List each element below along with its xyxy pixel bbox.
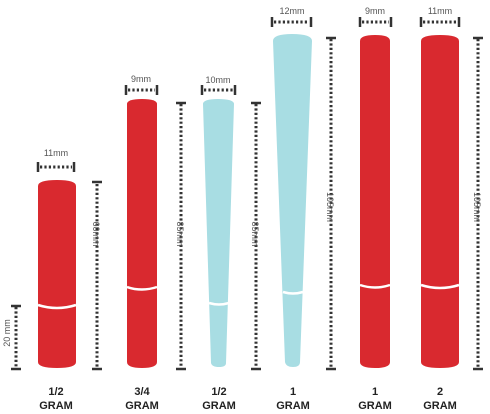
product-half-gram-blue: 10mm 85mm 1/2 GRAM bbox=[200, 75, 261, 412]
filter-band bbox=[126, 285, 158, 291]
unit-label: GRAM bbox=[358, 400, 392, 412]
product-one-gram-red: 9mm 1 GRAM bbox=[358, 6, 393, 412]
tube-body bbox=[360, 35, 390, 368]
width-label: 10mm bbox=[205, 75, 230, 85]
filter-band bbox=[37, 303, 77, 310]
amount-label: 1 bbox=[290, 386, 296, 398]
width-label: 9mm bbox=[131, 74, 151, 84]
unit-label: GRAM bbox=[125, 400, 159, 412]
length-dimension-line bbox=[176, 101, 186, 371]
width-label: 11mm bbox=[44, 148, 68, 158]
cone-body bbox=[203, 99, 234, 367]
filter-band bbox=[420, 283, 460, 290]
amount-label: 1/2 bbox=[211, 386, 226, 398]
filter-band bbox=[282, 290, 304, 295]
tube-body bbox=[421, 35, 459, 368]
length-label: 85mm bbox=[175, 221, 185, 246]
width-dimension-line bbox=[270, 17, 313, 27]
tube-body bbox=[127, 99, 157, 368]
length-label: 60mm bbox=[91, 221, 101, 246]
product-two-gram-red: 11mm 105mm 2 GRAM bbox=[419, 6, 483, 412]
width-dimension-line bbox=[419, 17, 461, 27]
unit-label: GRAM bbox=[39, 400, 73, 412]
amount-label: 1/2 bbox=[48, 386, 63, 398]
width-dimension-line bbox=[358, 17, 393, 27]
length-dimension-line bbox=[92, 180, 102, 371]
width-label: 12mm bbox=[279, 6, 304, 16]
width-dimension-line bbox=[124, 85, 159, 95]
amount-label: 3/4 bbox=[134, 386, 150, 398]
filter-length-label: 20 mm bbox=[2, 319, 12, 347]
amount-label: 1 bbox=[372, 386, 378, 398]
width-dimension-line bbox=[200, 85, 237, 95]
length-label: 105mm bbox=[325, 192, 335, 222]
product-half-gram-red: 11mm 60mm 20 mm 1/2 GRAM bbox=[2, 148, 102, 412]
filter-band bbox=[208, 301, 230, 306]
tube-body bbox=[38, 180, 76, 368]
unit-label: GRAM bbox=[202, 400, 236, 412]
unit-label: GRAM bbox=[423, 400, 457, 412]
width-dimension-line bbox=[36, 162, 76, 172]
amount-label: 2 bbox=[437, 386, 443, 398]
cone-body bbox=[273, 34, 312, 367]
product-three-quarter-gram-red: 9mm 85mm 3/4 GRAM bbox=[124, 74, 186, 412]
width-label: 9mm bbox=[365, 6, 385, 16]
length-dimension-line bbox=[251, 101, 261, 371]
unit-label: GRAM bbox=[276, 400, 310, 412]
filter-dimension-line bbox=[11, 304, 21, 371]
length-dimension-line bbox=[473, 36, 483, 371]
length-dimension-line bbox=[326, 36, 336, 371]
product-one-gram-blue: 12mm 105mm 1 GRAM bbox=[270, 6, 336, 412]
width-label: 11mm bbox=[428, 6, 452, 16]
filter-band bbox=[359, 283, 391, 289]
length-label: 85mm bbox=[250, 221, 260, 246]
length-label: 105mm bbox=[472, 192, 482, 222]
